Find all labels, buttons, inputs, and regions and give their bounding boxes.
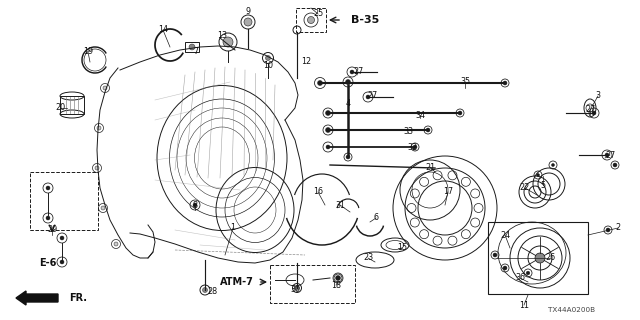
Circle shape: [326, 145, 330, 149]
Circle shape: [592, 111, 596, 115]
Text: 13: 13: [217, 30, 227, 39]
Text: 1: 1: [230, 223, 236, 233]
Circle shape: [536, 173, 540, 177]
Circle shape: [326, 127, 330, 132]
Text: 27: 27: [605, 150, 615, 159]
Circle shape: [114, 242, 118, 246]
Circle shape: [535, 253, 545, 263]
Text: 5: 5: [540, 180, 545, 189]
Circle shape: [60, 260, 64, 264]
Circle shape: [326, 110, 330, 116]
Text: 31: 31: [335, 201, 345, 210]
Text: 19: 19: [83, 47, 93, 57]
Circle shape: [295, 286, 300, 290]
Circle shape: [606, 228, 610, 232]
Text: 15: 15: [397, 244, 407, 252]
Text: 9: 9: [245, 7, 251, 17]
Circle shape: [103, 86, 107, 90]
Circle shape: [317, 81, 323, 85]
Text: 2: 2: [616, 223, 621, 233]
Bar: [270, 265, 355, 303]
FancyArrow shape: [16, 291, 58, 305]
Text: TX44A0200B: TX44A0200B: [548, 307, 595, 313]
Bar: [488, 222, 588, 294]
Circle shape: [223, 37, 233, 47]
Text: 7: 7: [193, 47, 198, 57]
Circle shape: [605, 153, 609, 157]
Text: 27: 27: [585, 106, 595, 115]
Bar: [30, 172, 98, 230]
Text: 33: 33: [403, 127, 413, 137]
Text: 16: 16: [313, 188, 323, 196]
Circle shape: [413, 145, 417, 149]
Text: E-6: E-6: [39, 258, 57, 268]
Text: 3: 3: [595, 92, 600, 100]
Text: ATM-7: ATM-7: [220, 277, 254, 287]
Circle shape: [193, 203, 197, 207]
Circle shape: [426, 128, 430, 132]
Text: 34: 34: [415, 110, 425, 119]
Text: 8: 8: [193, 201, 198, 210]
Circle shape: [307, 17, 314, 23]
Text: 11: 11: [519, 300, 529, 309]
Text: 36: 36: [515, 274, 525, 283]
Circle shape: [189, 44, 195, 50]
Circle shape: [493, 253, 497, 257]
Circle shape: [97, 126, 101, 130]
Circle shape: [95, 166, 99, 170]
Text: 20: 20: [55, 103, 65, 113]
Circle shape: [503, 81, 507, 85]
Text: 25: 25: [313, 10, 323, 19]
Text: 35: 35: [460, 77, 470, 86]
Circle shape: [346, 155, 350, 159]
Circle shape: [526, 271, 530, 275]
Circle shape: [552, 164, 554, 166]
Text: 26: 26: [545, 253, 555, 262]
Text: FR.: FR.: [69, 293, 87, 303]
Circle shape: [350, 70, 354, 74]
Text: 29: 29: [47, 226, 57, 235]
Text: 27: 27: [367, 91, 377, 100]
Circle shape: [346, 79, 351, 84]
Text: 28: 28: [207, 287, 217, 297]
Circle shape: [60, 236, 64, 240]
Circle shape: [335, 276, 340, 281]
Text: 32: 32: [407, 143, 417, 153]
Circle shape: [244, 18, 252, 26]
Text: 10: 10: [263, 60, 273, 69]
Text: 30: 30: [290, 285, 300, 294]
Circle shape: [613, 163, 617, 167]
Text: 4: 4: [346, 99, 351, 108]
Bar: [185, 42, 199, 52]
Text: 21: 21: [425, 163, 435, 172]
Circle shape: [46, 186, 50, 190]
Circle shape: [46, 216, 50, 220]
Text: 27: 27: [353, 68, 363, 76]
Circle shape: [101, 206, 105, 210]
Circle shape: [266, 55, 271, 60]
Text: 18: 18: [331, 281, 341, 290]
Circle shape: [503, 266, 507, 270]
Text: 22: 22: [520, 183, 530, 193]
Text: 12: 12: [301, 58, 311, 67]
Text: B-35: B-35: [351, 15, 379, 25]
Circle shape: [458, 111, 462, 115]
Bar: [296, 8, 326, 32]
Circle shape: [202, 287, 207, 292]
Text: 14: 14: [158, 26, 168, 35]
Circle shape: [336, 276, 340, 280]
Text: 23: 23: [363, 253, 373, 262]
Circle shape: [366, 95, 370, 99]
Bar: [60, 96, 84, 114]
Text: 6: 6: [374, 213, 378, 222]
Text: 24: 24: [500, 230, 510, 239]
Text: 17: 17: [443, 188, 453, 196]
